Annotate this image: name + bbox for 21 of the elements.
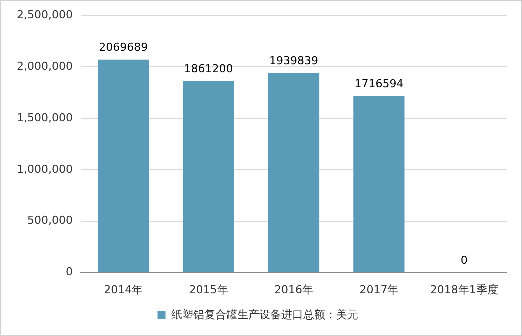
bar [98,60,150,272]
data-label: 1939839 [269,54,318,68]
y-tick-label: 2,000,000 [17,60,73,73]
y-tick-label: 500,000 [27,214,73,228]
data-label: 2069689 [99,41,148,54]
legend-label: 纸塑铝复合罐生产设备进口总额：美元 [171,308,358,322]
y-tick-label: 0 [66,266,73,279]
x-tick-label: 2016年 [274,283,314,296]
data-label: 1716594 [354,78,404,91]
bar [354,96,405,272]
x-tick-label: 2017年 [360,283,399,296]
y-tick-label: 1,000,000 [17,162,73,176]
x-tick-label: 2014年 [104,283,144,296]
y-tick-label: 2,500,000 [17,8,73,22]
bar [268,73,320,272]
data-label: 0 [460,254,468,268]
y-tick-label: 1,500,000 [17,111,73,124]
bar [183,81,234,272]
x-tick-label: 2018年1季度 [430,283,498,296]
x-tick-label: 2015年 [189,283,228,296]
data-label: 1861200 [184,62,234,76]
